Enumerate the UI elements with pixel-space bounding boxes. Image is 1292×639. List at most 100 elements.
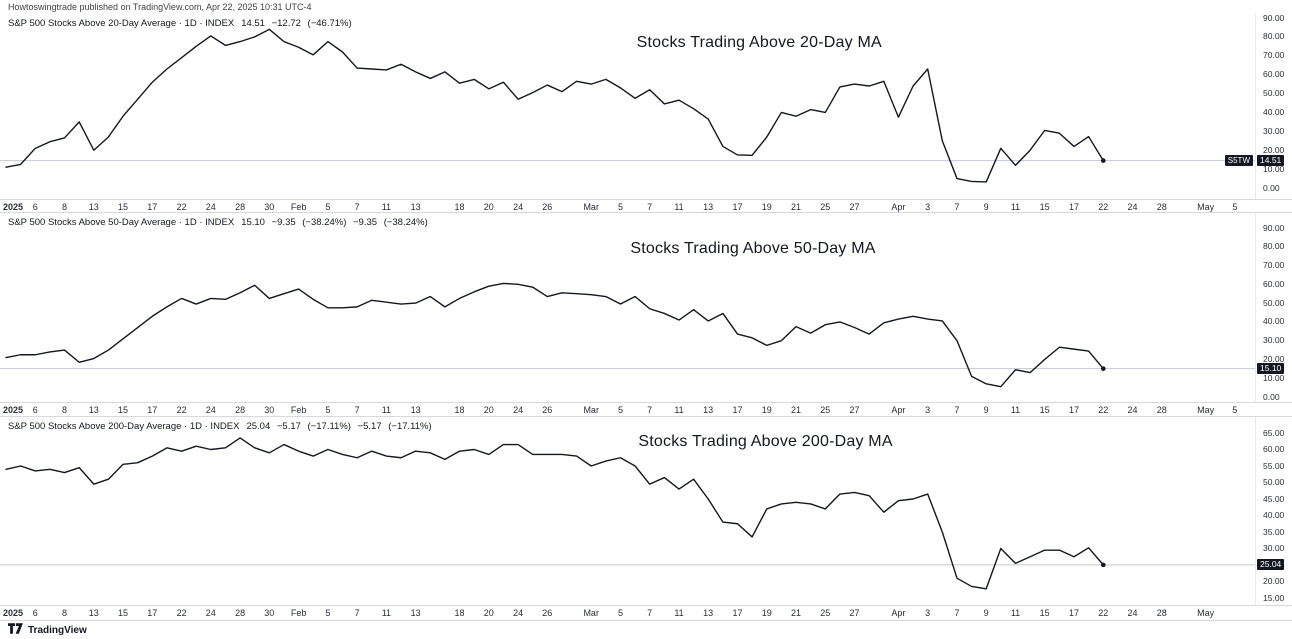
price-axis-tick: 10.00 — [1263, 372, 1285, 383]
price-axis-tick: 90.00 — [1263, 222, 1285, 233]
time-axis-tick: 15 — [117, 608, 129, 618]
price-axis-tick: 20.00 — [1263, 576, 1285, 586]
time-axis-tick: 26 — [542, 405, 553, 415]
time-axis[interactable]: 2025 6 8 13 15 17 22 24 28 30 Feb 5 7 11 13 18 20 24 26 Mar… — [0, 605, 1292, 620]
indicator-title: S&P 500 Stocks Above 200-Day Average · 1… — [8, 421, 240, 432]
time-axis-tick: 7 — [354, 405, 360, 415]
price-axis-tick: 20.00 — [1263, 353, 1285, 364]
time-axis-tick: 8 — [61, 202, 68, 212]
time-axis-tick: 22 — [176, 608, 187, 618]
time-axis-tick: 28 — [235, 405, 246, 415]
time-axis-tick: 27 — [849, 405, 860, 415]
plot-area[interactable]: S&P 500 Stocks Above 50-Day Average · 1D… — [0, 213, 1255, 402]
time-axis-tick: 30 — [264, 202, 275, 212]
price-axis-tick: 55.00 — [1263, 460, 1285, 471]
price-series-line — [5, 28, 1105, 183]
time-axis-tick: 7 — [954, 405, 960, 415]
price-axis-tick: 80.00 — [1263, 31, 1285, 42]
time-axis-tick: 13 — [410, 405, 421, 415]
time-axis-tick: 22 — [1098, 405, 1109, 415]
time-axis-tick: 11 — [381, 202, 392, 212]
time-axis-tick: Feb — [290, 202, 307, 212]
time-axis[interactable]: 2025 6 8 13 15 17 22 24 28 30 Feb 5 7 11 13 18 20 24 26 Mar… — [0, 402, 1292, 417]
price-axis-tick: 80.00 — [1263, 241, 1285, 252]
time-axis-tick: 13 — [703, 405, 714, 415]
last-price-label: 15.10 — [1257, 363, 1285, 374]
time-axis-tick: 7 — [354, 608, 360, 618]
time-axis-tick: 11 — [1010, 608, 1021, 618]
time-axis-tick: 18 — [454, 405, 465, 415]
price-axis-tick: 60.00 — [1263, 278, 1285, 289]
panel-heading: Stocks Trading Above 50-Day MA — [630, 240, 876, 257]
time-axis-tick: 25 — [820, 202, 831, 212]
panel-heading: Stocks Trading Above 200-Day MA — [638, 433, 893, 450]
indicator-title: S&P 500 Stocks Above 20-Day Average · 1D… — [8, 18, 235, 29]
time-axis-tick: 13 — [410, 608, 421, 618]
time-axis-tick: 11 — [381, 405, 392, 415]
price-axis[interactable]: 25.04 65.00 60.00 55.00 50.00 45.00 40.00 35.0… — [1255, 417, 1292, 605]
time-axis-tick: 28 — [235, 608, 246, 618]
time-axis-tick: 24 — [513, 405, 524, 415]
time-axis-tick: 17 — [732, 202, 743, 212]
price-axis-tick: 60.00 — [1263, 69, 1285, 80]
time-axis-tick: 5 — [617, 405, 624, 415]
time-axis-tick: 22 — [1098, 202, 1109, 212]
price-axis-tick: 15.00 — [1263, 592, 1285, 603]
time-axis-tick: 19 — [761, 405, 772, 415]
price-axis-tick: 50.00 — [1263, 297, 1285, 308]
time-axis-tick: 22 — [176, 405, 187, 415]
time-axis-tick: 3 — [925, 608, 931, 618]
time-axis-tick: 28 — [235, 202, 246, 212]
tradingview-wordmark[interactable]: TradingView — [28, 624, 87, 636]
time-axis-tick: Feb — [290, 608, 307, 618]
time-axis-tick: 13 — [703, 202, 714, 212]
price-axis-tick: 35.00 — [1263, 526, 1285, 537]
time-axis-tick: 9 — [983, 405, 989, 415]
time-axis-tick: 6 — [32, 405, 38, 415]
time-axis-tick: 7 — [647, 202, 653, 212]
time-axis-tick: 15 — [1039, 202, 1050, 212]
price-axis-tick: 30.00 — [1263, 543, 1285, 553]
time-axis-tick: 20 — [483, 405, 494, 415]
plot-area[interactable]: S&P 500 Stocks Above 200-Day Average · 1… — [0, 417, 1255, 605]
time-axis-tick: 17 — [1068, 608, 1080, 618]
indicator-legend[interactable]: S&P 500 Stocks Above 200-Day Average · 1… — [8, 421, 432, 432]
price-axis-tick: 45.00 — [1263, 493, 1285, 504]
time-axis-tick: 7 — [647, 608, 653, 618]
time-axis-tick: 8 — [61, 608, 68, 618]
time-axis-tick: 17 — [147, 608, 158, 618]
price-axis[interactable]: 14.51 90.00 80.00 70.00 60.00 50.00 40.00 30.0… — [1255, 13, 1292, 199]
ticker-price-tag: S5TW — [1224, 155, 1253, 166]
time-axis-tick: 24 — [513, 608, 524, 618]
price-axis-tick: 0.00 — [1263, 391, 1280, 402]
time-axis-tick: 24 — [1127, 405, 1138, 415]
time-axis-tick: 5 — [325, 608, 331, 618]
price-axis-tick: 20.00 — [1263, 144, 1285, 155]
time-axis-tick: 11 — [674, 405, 684, 415]
time-axis-tick: 17 — [1068, 405, 1080, 415]
indicator-legend[interactable]: S&P 500 Stocks Above 50-Day Average · 1D… — [8, 217, 428, 228]
time-axis-tick: Mar — [583, 608, 599, 618]
time-axis-tick: 22 — [1098, 608, 1109, 618]
time-axis-tick: 18 — [454, 202, 465, 212]
time-axis-tick: 17 — [147, 202, 158, 212]
time-axis-tick: 8 — [61, 405, 68, 415]
time-axis-tick: 5 — [617, 608, 624, 618]
time-axis-tick: 3 — [925, 405, 931, 415]
time-axis-tick: 2025 — [2, 405, 24, 415]
tradingview-logo-icon[interactable] — [8, 621, 23, 639]
time-axis[interactable]: 2025 6 8 13 15 17 22 24 28 30 Feb 5 7 11 13 18 20 24 26 Mar… — [0, 199, 1292, 213]
last-price-label: 25.04 — [1257, 559, 1285, 570]
price-axis[interactable]: 15.10 90.00 80.00 70.00 60.00 50.00 40.00 30.0… — [1255, 213, 1292, 402]
time-axis-tick: 24 — [205, 608, 216, 618]
plot-area[interactable]: S&P 500 Stocks Above 20-Day Average · 1D… — [0, 14, 1255, 199]
price-axis-tick: 10.00 — [1263, 163, 1285, 174]
chart-panel-1: S&P 500 Stocks Above 20-Day Average · 1D… — [0, 13, 1292, 213]
indicator-legend[interactable]: S&P 500 Stocks Above 20-Day Average · 1D… — [8, 18, 352, 29]
time-axis-tick: 24 — [1127, 202, 1138, 212]
time-axis-tick: 5 — [325, 405, 331, 415]
price-axis-tick: 70.00 — [1263, 260, 1285, 271]
time-axis-tick: 21 — [790, 202, 802, 212]
time-axis-tick: 7 — [354, 202, 360, 212]
time-axis-tick: 17 — [147, 405, 158, 415]
